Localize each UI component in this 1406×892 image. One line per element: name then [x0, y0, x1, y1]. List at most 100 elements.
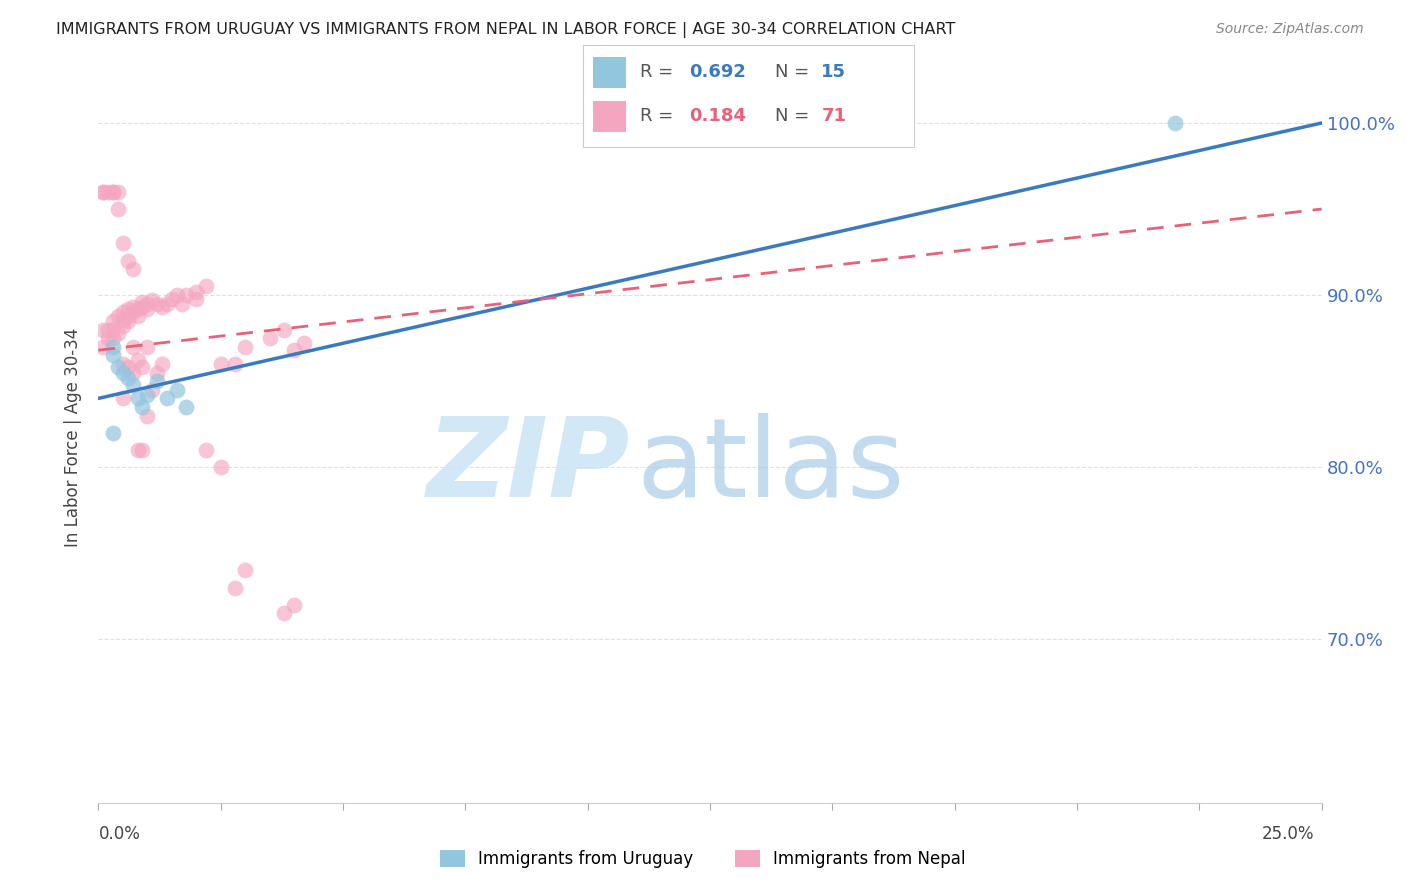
Point [131, 295, 153, 310]
Point [146, 296, 169, 310]
Y-axis label: In Labor Force | Age 30-34: In Labor Force | Age 30-34 [65, 327, 83, 547]
Bar [593, 101, 627, 132]
Point [97, 322, 120, 336]
Point [101, 348, 124, 362]
Point [166, 288, 188, 302]
Point [283, 343, 305, 358]
Point [150, 300, 173, 314]
Point [127, 353, 149, 368]
Point [107, 202, 129, 216]
Point [195, 279, 218, 293]
Point [176, 400, 198, 414]
Point [224, 357, 246, 371]
Text: ZIP: ZIP [427, 413, 630, 520]
Text: Source: ZipAtlas.com: Source: ZipAtlas.com [1216, 22, 1364, 37]
Point [101, 185, 124, 199]
Point [166, 383, 188, 397]
Text: 0.184: 0.184 [689, 107, 747, 126]
Point [117, 314, 139, 328]
Point [91, 322, 114, 336]
Text: 25.0%: 25.0% [1263, 825, 1315, 843]
Point [111, 357, 134, 371]
Point [186, 292, 208, 306]
Point [101, 185, 124, 199]
Point [131, 300, 153, 314]
Point [97, 185, 120, 199]
Point [273, 607, 295, 621]
Point [127, 442, 149, 457]
Point [91, 185, 114, 199]
Point [117, 309, 139, 323]
Point [111, 319, 134, 334]
Text: 0.0%: 0.0% [98, 825, 141, 843]
Text: N =: N = [775, 107, 815, 126]
Point [150, 357, 173, 371]
Point [127, 301, 149, 316]
Point [97, 331, 120, 345]
Point [136, 388, 159, 402]
Text: R =: R = [640, 63, 679, 81]
Point [107, 309, 129, 323]
Point [91, 185, 114, 199]
Point [136, 340, 159, 354]
Point [111, 312, 134, 326]
Point [121, 340, 143, 354]
Point [121, 262, 143, 277]
Text: atlas: atlas [637, 413, 905, 520]
Point [292, 336, 315, 351]
Point [121, 305, 143, 319]
Bar [593, 57, 627, 87]
Point [273, 322, 295, 336]
Point [117, 370, 139, 384]
Point [111, 236, 134, 251]
Point [111, 305, 134, 319]
Point [101, 314, 124, 328]
Point [1164, 116, 1187, 130]
Point [141, 293, 163, 308]
Point [224, 581, 246, 595]
Point [209, 357, 232, 371]
Point [141, 383, 163, 397]
Text: 71: 71 [821, 107, 846, 126]
Point [117, 360, 139, 375]
Point [111, 366, 134, 380]
Point [160, 292, 183, 306]
Point [233, 340, 256, 354]
Point [146, 366, 169, 380]
Point [91, 340, 114, 354]
Point [136, 409, 159, 423]
Point [121, 377, 143, 392]
Point [107, 185, 129, 199]
Point [117, 301, 139, 316]
Legend: Immigrants from Uruguay, Immigrants from Nepal: Immigrants from Uruguay, Immigrants from… [433, 843, 973, 875]
Point [195, 442, 218, 457]
Point [107, 360, 129, 375]
Point [101, 331, 124, 345]
Point [131, 442, 153, 457]
Text: IMMIGRANTS FROM URUGUAY VS IMMIGRANTS FROM NEPAL IN LABOR FORCE | AGE 30-34 CORR: IMMIGRANTS FROM URUGUAY VS IMMIGRANTS FR… [56, 22, 956, 38]
Text: R =: R = [640, 107, 679, 126]
Text: 0.692: 0.692 [689, 63, 747, 81]
Point [156, 296, 179, 310]
Point [101, 425, 124, 440]
Point [209, 460, 232, 475]
Point [146, 374, 169, 388]
Point [283, 598, 305, 612]
Point [136, 301, 159, 316]
Point [121, 366, 143, 380]
Text: 15: 15 [821, 63, 846, 81]
Point [101, 322, 124, 336]
Point [136, 296, 159, 310]
Point [127, 392, 149, 406]
Text: N =: N = [775, 63, 815, 81]
Point [117, 253, 139, 268]
Point [156, 392, 179, 406]
Point [111, 392, 134, 406]
Point [131, 400, 153, 414]
Point [176, 288, 198, 302]
Point [170, 296, 193, 310]
Point [101, 340, 124, 354]
Point [107, 326, 129, 340]
Point [127, 309, 149, 323]
Point [131, 360, 153, 375]
